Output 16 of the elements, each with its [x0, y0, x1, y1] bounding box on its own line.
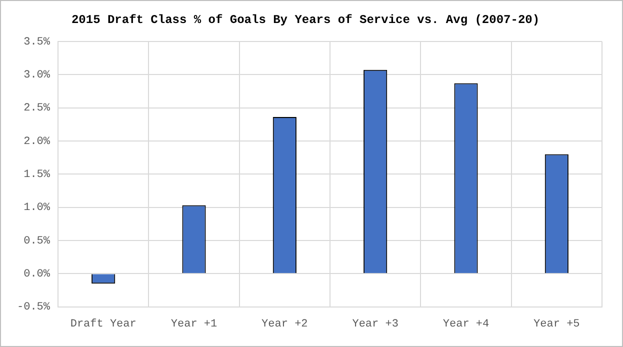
- x-tick-label: Year +5: [534, 318, 580, 330]
- x-tick-label: Year +4: [442, 318, 490, 330]
- y-tick-label: 3.0%: [24, 69, 50, 82]
- y-tick-label: -0.5%: [16, 302, 50, 314]
- y-tick-label: 2.5%: [24, 102, 50, 115]
- y-tick-label: 3.5%: [24, 36, 50, 48]
- x-tick-label: Year +3: [352, 318, 398, 330]
- x-tick-label: Draft Year: [70, 318, 136, 330]
- y-tick-label: 1.5%: [24, 169, 50, 182]
- y-tick-label: 0.5%: [24, 235, 50, 248]
- x-tick-label: Year +1: [170, 318, 218, 330]
- y-tick-label: 0.0%: [24, 268, 50, 281]
- y-tick-label: 1.0%: [24, 202, 50, 214]
- chart-title: 2015 Draft Class % of Goals By Years of Service vs. Avg (2007-20): [71, 13, 540, 28]
- x-tick-label: Year +2: [262, 318, 308, 330]
- y-tick-label: 2.0%: [24, 136, 50, 148]
